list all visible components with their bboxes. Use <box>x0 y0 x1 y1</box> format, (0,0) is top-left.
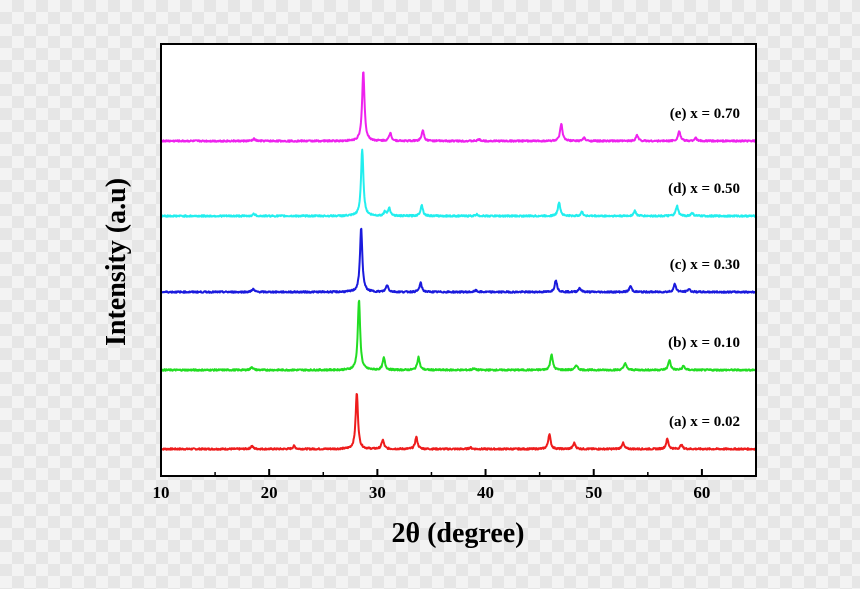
series-label-4: (d) x = 0.50 <box>668 181 740 197</box>
series-line-4 <box>160 148 757 218</box>
x-tick-label-30: 30 <box>369 483 386 502</box>
series-line-5 <box>160 71 757 143</box>
series-label-2: (b) x = 0.10 <box>668 335 740 351</box>
x-axis-title: 2θ (degree) <box>391 518 524 549</box>
x-tick-label-40: 40 <box>477 483 494 502</box>
series-line-1 <box>160 393 757 451</box>
series-label-1: (a) x = 0.02 <box>669 414 740 430</box>
plot-frame <box>160 43 757 477</box>
series-line-3 <box>160 227 757 294</box>
series-labels: (a) x = 0.02 (b) x = 0.10 (c) x = 0.30 (d) … <box>668 106 740 430</box>
series-label-5: (e) x = 0.70 <box>670 106 740 122</box>
y-axis-title: Intensity (a.u) <box>101 178 132 346</box>
x-tick-label-50: 50 <box>585 483 602 502</box>
x-tick-label-20: 20 <box>261 483 278 502</box>
x-tick-label-10: 10 <box>153 483 170 502</box>
series-curves <box>160 71 757 451</box>
x-tick-label-60: 60 <box>693 483 710 502</box>
x-axis-ticks: 10 20 30 40 50 60 <box>153 469 710 502</box>
series-line-2 <box>160 299 757 372</box>
series-label-3: (c) x = 0.30 <box>670 257 740 273</box>
plot-area <box>161 44 756 476</box>
